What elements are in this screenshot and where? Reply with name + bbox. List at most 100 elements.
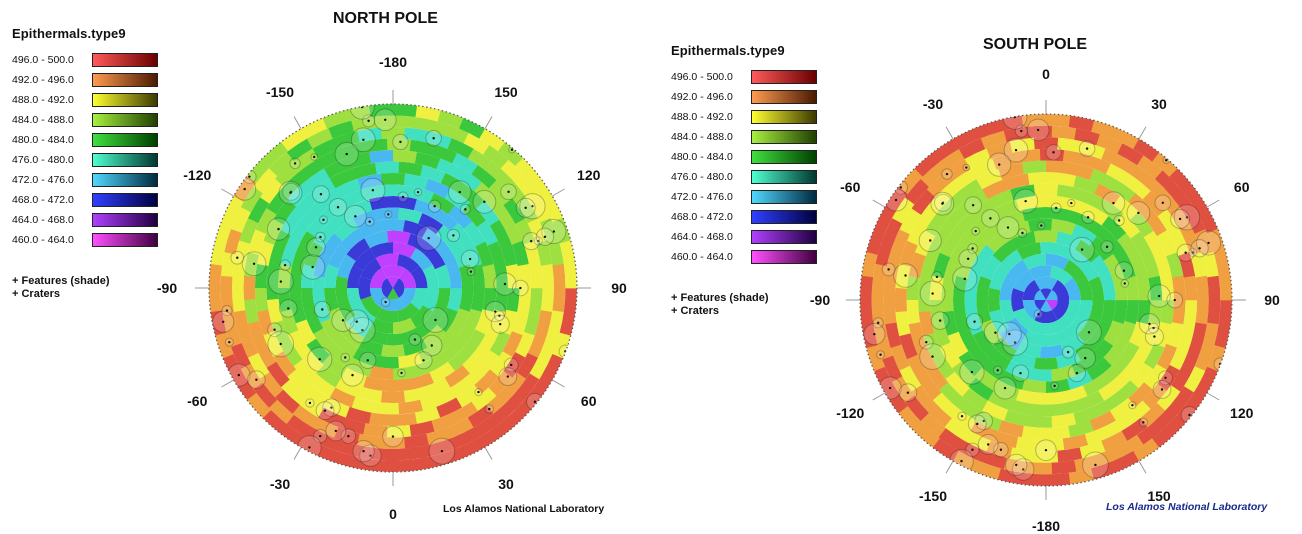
degree-label: 90 xyxy=(611,280,627,296)
legend-range-label: 492.0 - 496.0 xyxy=(12,74,74,86)
north-legend-note-features: + Features (shade) xyxy=(12,275,110,287)
south-legend: Epithermals.type9 496.0 - 500.0 492.0 - 4… xyxy=(671,43,831,323)
degree-label: 30 xyxy=(1151,96,1167,113)
south-legend-note-features: + Features (shade) xyxy=(671,292,769,304)
degree-label: -90 xyxy=(809,292,831,308)
degree-label: 150 xyxy=(1147,487,1171,504)
legend-color-swatch xyxy=(92,133,158,147)
north-pole-panel: NORTH POLE Epithermals.type9 496.0 - 500… xyxy=(0,0,650,522)
legend-row: 496.0 - 500.0 xyxy=(671,67,817,87)
degree-label: -90 xyxy=(156,280,178,296)
legend-range-label: 460.0 - 464.0 xyxy=(671,251,733,263)
degree-label: 60 xyxy=(1233,179,1250,195)
legend-range-label: 472.0 - 476.0 xyxy=(12,174,74,186)
legend-range-label: 496.0 - 500.0 xyxy=(671,71,733,83)
legend-range-label: 472.0 - 476.0 xyxy=(671,191,733,203)
legend-row: 468.0 - 472.0 xyxy=(12,190,158,210)
degree-label: -150 xyxy=(918,487,948,504)
legend-color-swatch xyxy=(92,173,158,187)
legend-color-swatch xyxy=(751,230,817,244)
degree-label: 120 xyxy=(577,167,601,183)
degree-label: 0 xyxy=(1042,66,1050,82)
degree-label: -180 xyxy=(378,54,408,70)
legend-range-label: 460.0 - 464.0 xyxy=(12,234,74,246)
legend-range-label: 488.0 - 492.0 xyxy=(671,111,733,123)
legend-range-label: 476.0 - 480.0 xyxy=(12,154,74,166)
legend-range-label: 492.0 - 496.0 xyxy=(671,91,733,103)
legend-range-label: 464.0 - 468.0 xyxy=(671,231,733,243)
north-legend-note-craters: + Craters xyxy=(12,288,61,300)
legend-color-swatch xyxy=(751,190,817,204)
legend-color-swatch xyxy=(92,193,158,207)
legend-range-label: 468.0 - 472.0 xyxy=(12,194,74,206)
legend-color-swatch xyxy=(92,113,158,127)
degree-label: 120 xyxy=(1230,405,1254,421)
legend-color-swatch xyxy=(751,170,817,184)
legend-color-swatch xyxy=(92,153,158,167)
degree-label: -180 xyxy=(1031,518,1061,534)
legend-row: 480.0 - 484.0 xyxy=(12,130,158,150)
legend-row: 460.0 - 464.0 xyxy=(671,247,817,267)
south-pole-map xyxy=(846,100,1246,500)
degree-label: 150 xyxy=(494,84,518,101)
legend-row: 460.0 - 464.0 xyxy=(12,230,158,250)
legend-color-swatch xyxy=(751,70,817,84)
legend-range-label: 484.0 - 488.0 xyxy=(671,131,733,143)
legend-row: 464.0 - 468.0 xyxy=(12,210,158,230)
legend-row: 472.0 - 476.0 xyxy=(671,187,817,207)
legend-range-label: 480.0 - 484.0 xyxy=(12,134,74,146)
legend-range-label: 480.0 - 484.0 xyxy=(671,151,733,163)
legend-row: 488.0 - 492.0 xyxy=(12,90,158,110)
legend-row: 476.0 - 480.0 xyxy=(671,167,817,187)
legend-row: 472.0 - 476.0 xyxy=(12,170,158,190)
north-credit: Los Alamos National Laboratory xyxy=(443,503,605,515)
degree-label: -120 xyxy=(836,405,865,421)
epithermal-map-cells xyxy=(860,114,1232,486)
south-pole-title: SOUTH POLE xyxy=(983,36,1088,53)
north-legend: Epithermals.type9 496.0 - 500.0 492.0 - 4… xyxy=(12,26,172,306)
legend-color-swatch xyxy=(92,213,158,227)
legend-row: 464.0 - 468.0 xyxy=(671,227,817,247)
degree-label: -60 xyxy=(187,393,208,409)
degree-label: -60 xyxy=(840,179,861,195)
legend-row: 492.0 - 496.0 xyxy=(671,87,817,107)
legend-color-swatch xyxy=(751,130,817,144)
legend-row: 468.0 - 472.0 xyxy=(671,207,817,227)
legend-row: 484.0 - 488.0 xyxy=(671,127,817,147)
legend-color-swatch xyxy=(751,150,817,164)
legend-color-swatch xyxy=(92,73,158,87)
south-legend-note-craters: + Craters xyxy=(671,305,720,317)
south-credit: Los Alamos National Laboratory xyxy=(1106,501,1268,513)
legend-range-label: 496.0 - 500.0 xyxy=(12,54,74,66)
north-pole-map xyxy=(195,90,591,486)
legend-color-swatch xyxy=(92,53,158,67)
degree-label: -150 xyxy=(265,84,295,101)
legend-row: 484.0 - 488.0 xyxy=(12,110,158,130)
degree-label: 30 xyxy=(498,475,514,492)
south-pole-panel: SOUTH POLE Epithermals.type9 496.0 - 500… xyxy=(650,0,1302,534)
degree-label: 0 xyxy=(389,506,397,522)
legend-row: 496.0 - 500.0 xyxy=(12,50,158,70)
legend-color-swatch xyxy=(751,250,817,264)
legend-range-label: 488.0 - 492.0 xyxy=(12,94,74,106)
north-legend-title: Epithermals.type9 xyxy=(12,26,126,41)
legend-range-label: 476.0 - 480.0 xyxy=(671,171,733,183)
epithermal-map-cells xyxy=(209,104,577,472)
legend-color-swatch xyxy=(751,90,817,104)
legend-color-swatch xyxy=(751,210,817,224)
legend-range-label: 484.0 - 488.0 xyxy=(12,114,74,126)
legend-row: 488.0 - 492.0 xyxy=(671,107,817,127)
degree-label: -30 xyxy=(922,96,944,113)
legend-row: 492.0 - 496.0 xyxy=(12,70,158,90)
legend-color-swatch xyxy=(751,110,817,124)
legend-row: 480.0 - 484.0 xyxy=(671,147,817,167)
south-legend-title: Epithermals.type9 xyxy=(671,43,785,58)
legend-range-label: 464.0 - 468.0 xyxy=(12,214,74,226)
degree-label: -30 xyxy=(269,475,291,492)
degree-label: 90 xyxy=(1264,292,1280,308)
legend-color-swatch xyxy=(92,233,158,247)
legend-row: 476.0 - 480.0 xyxy=(12,150,158,170)
legend-range-label: 468.0 - 472.0 xyxy=(671,211,733,223)
degree-label: -120 xyxy=(183,167,212,183)
north-pole-title: NORTH POLE xyxy=(333,10,438,27)
